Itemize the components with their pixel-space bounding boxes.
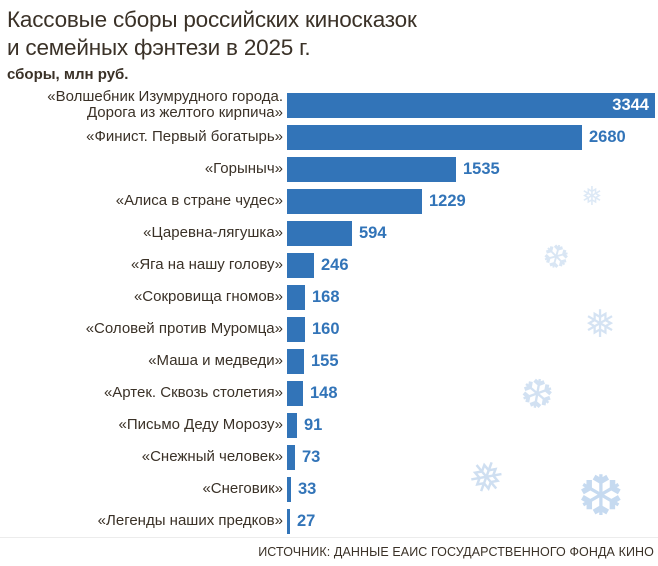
bar-track: 3344 (287, 92, 658, 118)
box-office-value: 155 (311, 351, 339, 370)
box-office-bar (287, 476, 291, 502)
chart-row: «Соловей против Муромца» 160 (0, 313, 658, 345)
chart-row: «Снеговик» 33 (0, 473, 658, 505)
bar-track: 246 (287, 252, 658, 278)
box-office-value: 1229 (429, 191, 466, 210)
source-text: ИСТОЧНИК: ДАННЫЕ ЕАИС ГОСУДАРСТВЕННОГО Ф… (258, 545, 654, 559)
bar-chart: «Волшебник Изумрудного города. Дорога из… (0, 89, 658, 537)
chart-row: «Финист. Первый богатырь» 2680 (0, 121, 658, 153)
box-office-value: 2680 (589, 127, 626, 146)
chart-row: «Артек. Сквозь столетия» 148 (0, 377, 658, 409)
box-office-value: 33 (298, 479, 317, 498)
box-office-bar (287, 284, 305, 310)
chart-row: «Маша и медведи» 155 (0, 345, 658, 377)
bar-track: 594 (287, 220, 658, 246)
bar-track: 1535 (287, 156, 658, 182)
box-office-bar (287, 348, 304, 374)
film-title-label: «Легенды наших предков» (97, 512, 283, 529)
box-office-bar (287, 444, 295, 470)
chart-row: «Алиса в стране чудес» 1229 (0, 185, 658, 217)
bar-track: 73 (287, 444, 658, 470)
film-title-label: «Волшебник Изумрудного города. Дорога из… (47, 88, 283, 121)
box-office-value: 3344 (612, 95, 649, 114)
box-office-bar (287, 508, 290, 534)
film-title-label: «Царевна-лягушка» (143, 224, 283, 241)
bar-track: 160 (287, 316, 658, 342)
box-office-bar (287, 124, 582, 150)
title-line-2: и семейных фэнтези в 2025 г. (7, 35, 311, 60)
chart-header: Кассовые сборы российских киносказок и с… (7, 6, 417, 83)
film-title-label: «Финист. Первый богатырь» (86, 128, 283, 145)
box-office-bar (287, 220, 352, 246)
page-title: Кассовые сборы российских киносказок и с… (7, 6, 417, 62)
film-title-label: «Соловей против Муромца» (85, 320, 283, 337)
film-title-label: «Сокровища гномов» (133, 288, 283, 305)
box-office-value: 27 (297, 511, 316, 530)
box-office-bar (287, 92, 655, 118)
box-office-value: 246 (321, 255, 349, 274)
box-office-bar (287, 380, 303, 406)
bar-track: 27 (287, 508, 658, 534)
box-office-value: 168 (312, 287, 340, 306)
chart-row: «Сокровища гномов» 168 (0, 281, 658, 313)
chart-row: «Легенды наших предков» 27 (0, 505, 658, 537)
bar-track: 91 (287, 412, 658, 438)
film-title-label: «Письмо Деду Морозу» (118, 416, 283, 433)
bar-track: 168 (287, 284, 658, 310)
chart-row: «Яга на нашу голову» 246 (0, 249, 658, 281)
box-office-value: 1535 (463, 159, 500, 178)
bar-track: 2680 (287, 124, 658, 150)
bar-track: 155 (287, 348, 658, 374)
box-office-bar (287, 252, 314, 278)
film-title-label: «Яга на нашу голову» (130, 256, 283, 273)
box-office-bar (287, 412, 297, 438)
bar-track: 33 (287, 476, 658, 502)
box-office-value: 594 (359, 223, 387, 242)
box-office-value: 160 (312, 319, 340, 338)
title-line-1: Кассовые сборы российских киносказок (7, 7, 417, 32)
film-title-label: «Артек. Сквозь столетия» (103, 384, 283, 401)
film-title-label: «Маша и медведи» (148, 352, 283, 369)
box-office-value: 91 (304, 415, 323, 434)
film-title-label: «Горыныч» (204, 160, 283, 177)
chart-row: «Волшебник Изумрудного города. Дорога из… (0, 89, 658, 121)
chart-row: «Царевна-лягушка» 594 (0, 217, 658, 249)
chart-row: «Горыныч» 1535 (0, 153, 658, 185)
film-title-label: «Алиса в стране чудес» (115, 192, 283, 209)
units-subtitle: сборы, млн руб. (7, 66, 129, 83)
box-office-bar (287, 156, 456, 182)
film-title-label: «Снеговик» (202, 480, 283, 497)
bar-track: 148 (287, 380, 658, 406)
box-office-value: 148 (310, 383, 338, 402)
film-title-label: «Снежный человек» (141, 448, 283, 465)
box-office-value: 73 (302, 447, 321, 466)
footer: ИСТОЧНИК: ДАННЫЕ ЕАИС ГОСУДАРСТВЕННОГО Ф… (0, 537, 658, 559)
box-office-bar (287, 188, 422, 214)
chart-row: «Письмо Деду Морозу» 91 (0, 409, 658, 441)
bar-track: 1229 (287, 188, 658, 214)
chart-row: «Снежный человек» 73 (0, 441, 658, 473)
box-office-bar (287, 316, 305, 342)
